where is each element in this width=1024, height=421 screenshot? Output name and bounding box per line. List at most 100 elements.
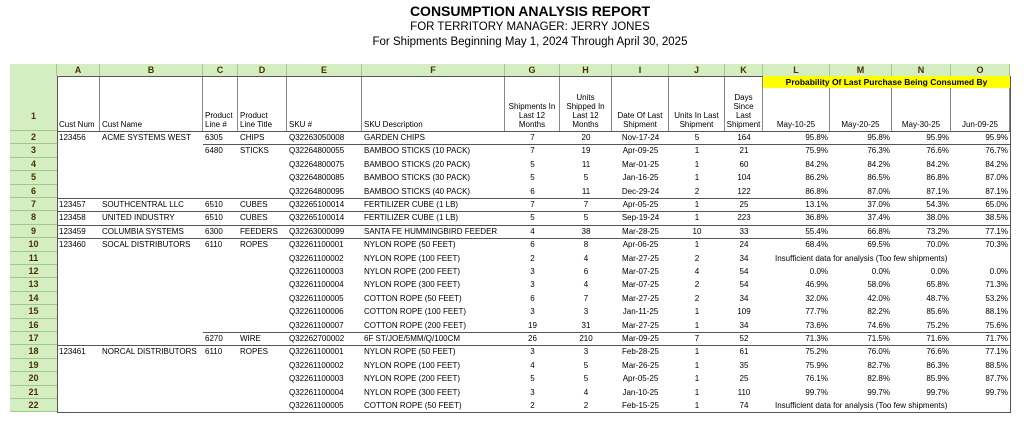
cell: 33 bbox=[739, 226, 749, 236]
row-number: 21 bbox=[10, 385, 57, 399]
column-header-text: Days Since Last Shipment bbox=[726, 93, 761, 129]
cell: 86.5% bbox=[867, 173, 890, 183]
column-header-text: May-10-25 bbox=[776, 120, 816, 129]
column-header-text: May-20-25 bbox=[841, 120, 880, 129]
cell: 76.7% bbox=[985, 146, 1008, 156]
cell: 6 bbox=[583, 267, 589, 276]
cell: Q32261100001 bbox=[289, 347, 344, 357]
cell: COTTON ROPE (50 FEET) bbox=[364, 293, 462, 303]
cell: 122 bbox=[737, 186, 751, 196]
cell: Q32261100003 bbox=[289, 267, 344, 276]
cell: 3 bbox=[530, 267, 535, 276]
cell: 5 bbox=[530, 213, 535, 223]
cell: 3 bbox=[583, 347, 589, 357]
cell: 4 bbox=[583, 280, 589, 290]
cell: 74 bbox=[739, 401, 749, 410]
row-number: 3 bbox=[10, 144, 57, 158]
cell: 87.1% bbox=[926, 186, 949, 196]
cell: 5 bbox=[583, 374, 589, 384]
cell: 37.4% bbox=[867, 213, 890, 223]
border-line bbox=[57, 238, 1010, 239]
cell: 123458 bbox=[59, 213, 86, 223]
cell: Q32261100004 bbox=[289, 280, 344, 290]
cell: SOUTHCENTRAL LLC bbox=[102, 200, 184, 209]
cell: 82.2% bbox=[867, 307, 890, 317]
cell: Q32261100005 bbox=[289, 293, 344, 303]
cell: Q32261100002 bbox=[289, 253, 344, 263]
cell: COLUMBIA SYSTEMS bbox=[102, 226, 184, 236]
cell: ROPES bbox=[240, 240, 269, 250]
cell: 54 bbox=[739, 280, 749, 290]
column-header-text: Product Line # bbox=[205, 111, 233, 129]
cell: 123457 bbox=[59, 200, 86, 209]
cell: 61 bbox=[739, 347, 749, 357]
cell: 110 bbox=[737, 387, 751, 397]
cell: 223 bbox=[737, 213, 751, 223]
cell: CUBES bbox=[240, 213, 268, 223]
cell: 75.9% bbox=[805, 146, 828, 156]
cell: 0.0% bbox=[871, 267, 890, 276]
cell: 76.6% bbox=[926, 347, 949, 357]
cell: 36.8% bbox=[805, 213, 828, 223]
cell: BAMBOO STICKS (40 PACK) bbox=[364, 186, 471, 196]
cell: 2 bbox=[694, 253, 700, 263]
cell: 5 bbox=[530, 173, 535, 183]
row-number: 2 bbox=[10, 131, 57, 145]
cell: 87.7% bbox=[985, 374, 1008, 384]
cell: 54.3% bbox=[926, 200, 949, 209]
row-number: 20 bbox=[10, 372, 57, 386]
report-subtitle: FOR TERRITORY MANAGER: JERRY JONES bbox=[410, 21, 650, 33]
cell: Sep-19-24 bbox=[621, 213, 660, 223]
cell: FERTILIZER CUBE (1 LB) bbox=[364, 213, 459, 223]
cell: 76.6% bbox=[926, 146, 949, 156]
cell: 55.4% bbox=[805, 226, 828, 236]
border-line bbox=[57, 76, 58, 412]
row-number: 4 bbox=[10, 157, 57, 172]
cell: 77.1% bbox=[985, 347, 1008, 357]
cell: 75.9% bbox=[805, 360, 828, 370]
cell: 123459 bbox=[59, 226, 86, 236]
cell: 3 bbox=[530, 387, 535, 397]
cell: 6 bbox=[530, 293, 535, 303]
cell: 5 bbox=[694, 133, 700, 142]
cell: 76.3% bbox=[867, 146, 890, 156]
column-header-text: Jun-09-25 bbox=[961, 120, 999, 129]
column-letter: D bbox=[238, 64, 287, 76]
cell: 6305 bbox=[205, 133, 223, 142]
cell: 74.6% bbox=[867, 320, 890, 330]
cell: 95.8% bbox=[867, 133, 890, 142]
cell: 71.6% bbox=[926, 334, 949, 343]
cell: NYLON ROPE (50 FEET) bbox=[364, 347, 456, 357]
cell: 6300 bbox=[205, 226, 223, 236]
cell: 7 bbox=[583, 293, 589, 303]
cell: 0.0% bbox=[989, 267, 1008, 276]
column-letter: H bbox=[560, 64, 612, 76]
cell: 11 bbox=[581, 159, 591, 169]
cell: 4 bbox=[530, 360, 535, 370]
cell: 4 bbox=[583, 253, 589, 263]
cell: 82.7% bbox=[867, 360, 890, 370]
column-letter: I bbox=[612, 64, 669, 76]
cell: 76.1% bbox=[805, 374, 828, 384]
row-number: 18 bbox=[10, 345, 57, 359]
border-line bbox=[1010, 76, 1011, 413]
cell: BAMBOO STICKS (30 PACK) bbox=[364, 173, 471, 183]
row-number: 19 bbox=[10, 358, 57, 373]
column-header: May-30-25 bbox=[892, 88, 951, 131]
cell: 65.0% bbox=[985, 200, 1008, 209]
cell: 86.8% bbox=[805, 186, 828, 196]
cell: 84.2% bbox=[985, 159, 1008, 169]
cell: 1 bbox=[694, 173, 700, 183]
cell: Apr-06-25 bbox=[622, 240, 659, 250]
cell: 82.8% bbox=[867, 374, 890, 384]
cell: 77.1% bbox=[985, 226, 1008, 236]
row-number: 11 bbox=[10, 251, 57, 265]
column-header: Days Since Last Shipment bbox=[725, 76, 763, 131]
border-line bbox=[57, 225, 1010, 226]
cell: 76.0% bbox=[867, 347, 890, 357]
cell: 65.8% bbox=[926, 280, 949, 290]
column-header: Units In Last Shipment bbox=[669, 76, 725, 131]
row-number: 8 bbox=[10, 211, 57, 225]
cell: Jan-11-25 bbox=[622, 307, 659, 317]
cell: WIRE bbox=[240, 334, 261, 343]
